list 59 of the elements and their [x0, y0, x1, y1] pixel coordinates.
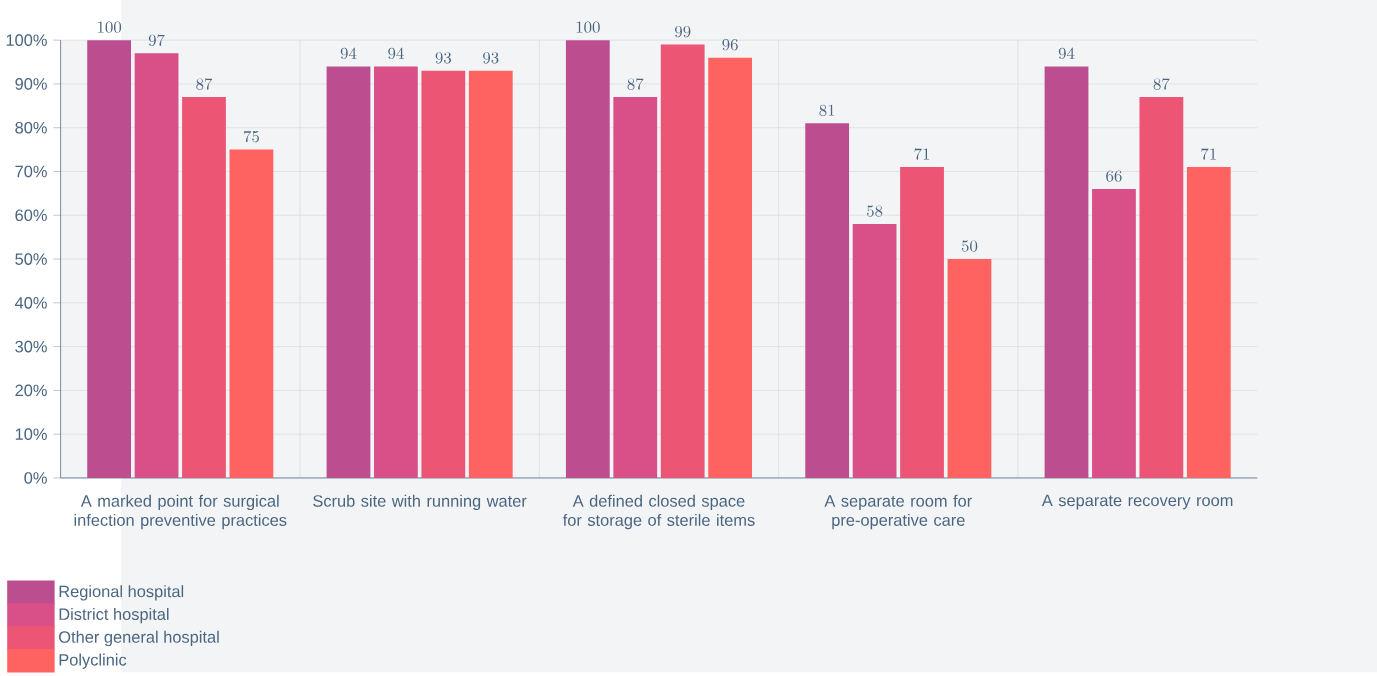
- legend-label: Other general hospital: [59, 630, 219, 646]
- bar: [326, 66, 371, 478]
- data-label: 81: [819, 104, 835, 116]
- y-tick-label: 80%: [15, 121, 47, 134]
- bar: [374, 66, 418, 478]
- bar: [613, 96, 658, 478]
- data-label: 66: [1106, 170, 1122, 182]
- bar: [1092, 188, 1136, 478]
- bar: [947, 258, 992, 478]
- x-tick-label: A separate recovery room: [1041, 494, 1233, 510]
- y-tick-label: 40%: [14, 296, 47, 309]
- bar: [421, 70, 466, 478]
- bar: [468, 70, 513, 478]
- bar: [900, 166, 944, 478]
- y-tick-label: 10%: [15, 428, 47, 440]
- data-label: 71: [914, 148, 930, 160]
- data-label: 50: [961, 240, 978, 252]
- data-label: 99: [674, 25, 691, 38]
- data-label: 94: [388, 47, 404, 59]
- bar: [229, 149, 274, 478]
- data-label: 93: [483, 52, 499, 64]
- y-tick-label: 70%: [15, 165, 47, 178]
- x-tick-label: A separate room for pre-operative care: [824, 494, 972, 530]
- data-label: 97: [148, 34, 165, 46]
- data-label: 96: [722, 38, 738, 51]
- bar: [805, 123, 850, 478]
- data-label: 71: [1201, 148, 1216, 160]
- legend-label: Regional hospital: [59, 585, 184, 601]
- x-tick-label: A defined closed space for storage of sterile items: [562, 494, 755, 530]
- bar: [565, 40, 610, 478]
- data-label: 75: [243, 130, 259, 143]
- data-label: 100: [576, 21, 600, 33]
- y-tick-label: 20%: [15, 384, 47, 397]
- bar: [1139, 96, 1184, 478]
- y-tick-label: 60%: [15, 209, 47, 221]
- y-tick-label: 0%: [24, 472, 47, 484]
- legend-label: Polyclinic: [59, 653, 127, 669]
- data-label: 94: [1058, 47, 1075, 59]
- bar: [1186, 166, 1231, 478]
- bar: [708, 57, 753, 478]
- bar: [134, 53, 179, 478]
- y-tick-label: 30%: [15, 340, 47, 353]
- y-tick-label: 100%: [6, 34, 47, 46]
- bar: [852, 223, 897, 478]
- data-label: 87: [1153, 78, 1170, 90]
- data-label: 93: [435, 52, 452, 64]
- bar: [660, 44, 705, 478]
- x-tick-label: A marked point for surgical infection preventive practices: [74, 494, 287, 530]
- data-label: 94: [340, 47, 357, 59]
- data-label: 87: [627, 78, 644, 90]
- y-tick-label: 50%: [15, 253, 47, 265]
- y-tick-label: 90%: [15, 77, 47, 90]
- data-label: 100: [97, 21, 122, 33]
- legend-label: District hospital: [59, 607, 169, 624]
- data-label: 58: [866, 205, 883, 217]
- bar: [182, 96, 226, 478]
- data-label: 87: [196, 78, 213, 90]
- bar: [1044, 66, 1089, 478]
- x-tick-label: Scrub site with running water: [313, 494, 527, 510]
